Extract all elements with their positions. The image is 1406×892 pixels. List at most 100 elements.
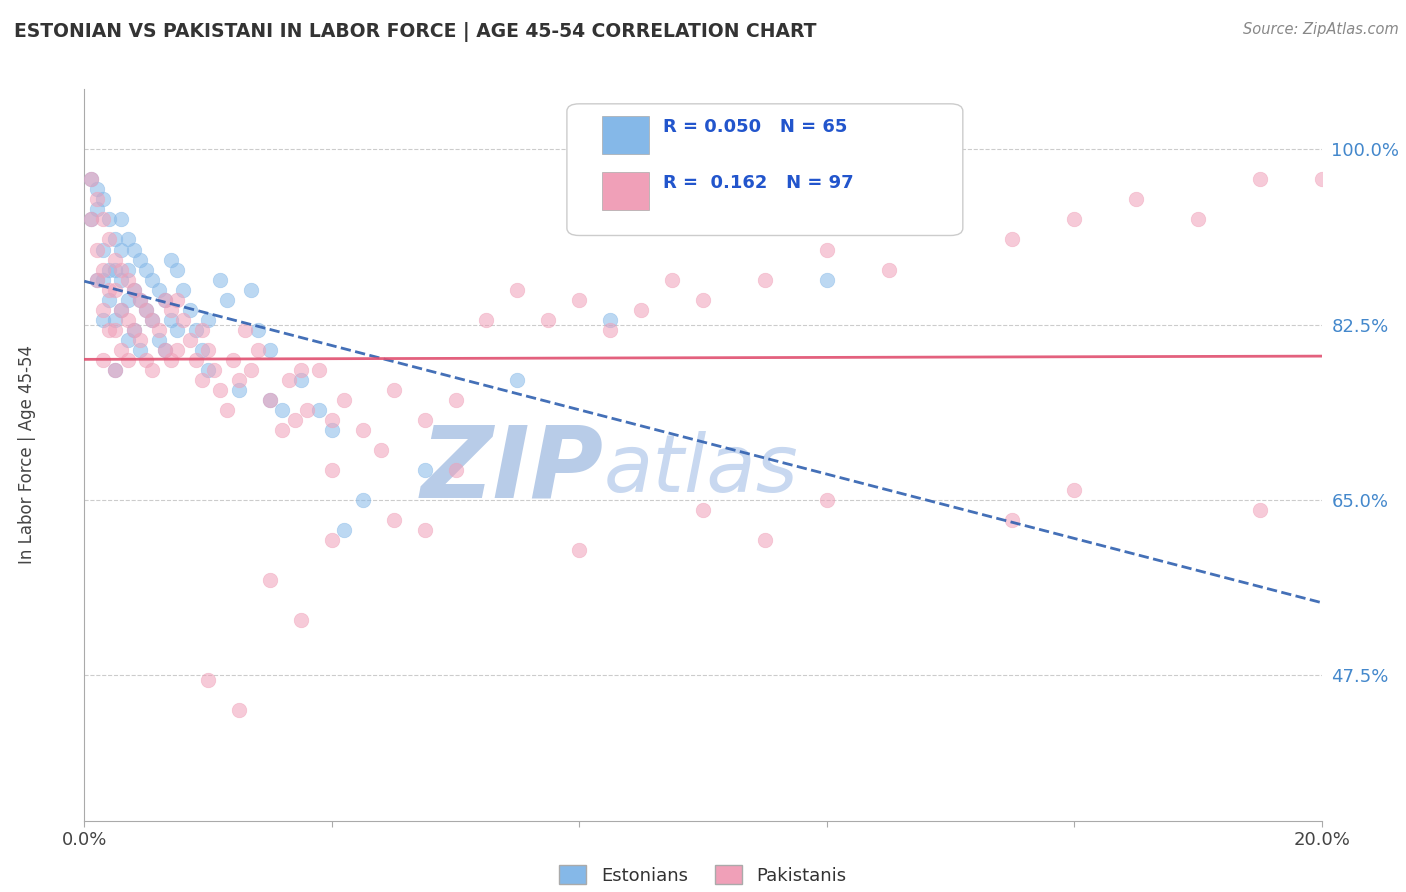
Point: [172, 283, 194, 297]
Point: [370, 442, 392, 457]
Point: [277, 373, 299, 387]
Point: [153, 293, 176, 307]
Point: [290, 363, 312, 377]
Point: [117, 352, 139, 367]
Point: [184, 323, 207, 337]
Point: [148, 333, 170, 347]
Point: [1249, 172, 1271, 186]
Point: [160, 312, 183, 326]
Point: [160, 302, 183, 317]
Point: [86, 202, 108, 217]
Point: [754, 272, 776, 286]
Point: [506, 283, 529, 297]
Point: [153, 343, 176, 357]
Point: [129, 252, 152, 267]
Point: [215, 293, 238, 307]
Point: [308, 363, 330, 377]
Point: [382, 513, 405, 527]
Text: ZIP: ZIP: [420, 421, 605, 518]
Point: [321, 533, 343, 547]
Point: [135, 302, 157, 317]
Point: [413, 463, 436, 477]
Point: [290, 373, 312, 387]
Point: [215, 402, 238, 417]
Text: R = 0.050   N = 65: R = 0.050 N = 65: [664, 119, 848, 136]
Point: [135, 352, 157, 367]
Point: [104, 262, 127, 277]
Point: [321, 413, 343, 427]
Point: [104, 252, 127, 267]
Point: [135, 262, 157, 277]
Point: [148, 283, 170, 297]
Point: [110, 272, 132, 286]
Point: [815, 243, 838, 257]
Point: [1063, 212, 1085, 227]
Point: [98, 262, 121, 277]
Point: [568, 543, 591, 558]
Point: [295, 402, 318, 417]
Point: [179, 333, 201, 347]
Point: [91, 262, 114, 277]
Point: [1001, 232, 1024, 246]
Point: [98, 232, 121, 246]
Point: [191, 373, 214, 387]
Point: [91, 193, 114, 207]
Point: [79, 172, 101, 186]
Point: [506, 373, 529, 387]
Point: [197, 343, 219, 357]
Point: [240, 283, 263, 297]
Point: [382, 383, 405, 397]
Point: [197, 312, 219, 326]
Point: [141, 363, 163, 377]
FancyBboxPatch shape: [602, 172, 648, 210]
Point: [110, 262, 132, 277]
Point: [160, 352, 183, 367]
Point: [1001, 513, 1024, 527]
Point: [259, 343, 281, 357]
Point: [91, 272, 114, 286]
Point: [98, 283, 121, 297]
Point: [1310, 172, 1333, 186]
Point: [692, 503, 714, 517]
Point: [79, 212, 101, 227]
Point: [271, 402, 294, 417]
Point: [110, 302, 132, 317]
Point: [537, 312, 560, 326]
Point: [98, 212, 121, 227]
Point: [815, 493, 838, 508]
Point: [184, 352, 207, 367]
Point: [202, 363, 225, 377]
Point: [166, 323, 188, 337]
Point: [110, 302, 132, 317]
Point: [129, 343, 152, 357]
Text: ESTONIAN VS PAKISTANI IN LABOR FORCE | AGE 45-54 CORRELATION CHART: ESTONIAN VS PAKISTANI IN LABOR FORCE | A…: [14, 22, 817, 42]
Point: [86, 182, 108, 196]
Point: [104, 323, 127, 337]
Point: [91, 212, 114, 227]
Point: [166, 293, 188, 307]
Point: [117, 232, 139, 246]
Point: [233, 323, 256, 337]
Point: [148, 323, 170, 337]
Point: [135, 302, 157, 317]
Point: [209, 383, 232, 397]
Point: [444, 463, 467, 477]
Point: [104, 363, 127, 377]
Point: [122, 323, 145, 337]
Point: [246, 343, 269, 357]
Point: [104, 283, 127, 297]
Point: [141, 312, 163, 326]
Point: [179, 302, 201, 317]
Point: [122, 283, 145, 297]
Point: [333, 392, 356, 407]
Point: [117, 333, 139, 347]
Point: [122, 243, 145, 257]
Legend: Estonians, Pakistanis: Estonians, Pakistanis: [560, 865, 846, 885]
Point: [1249, 503, 1271, 517]
Point: [284, 413, 307, 427]
Point: [1125, 193, 1147, 207]
Point: [79, 212, 101, 227]
Point: [321, 423, 343, 437]
Point: [661, 272, 683, 286]
Point: [104, 363, 127, 377]
